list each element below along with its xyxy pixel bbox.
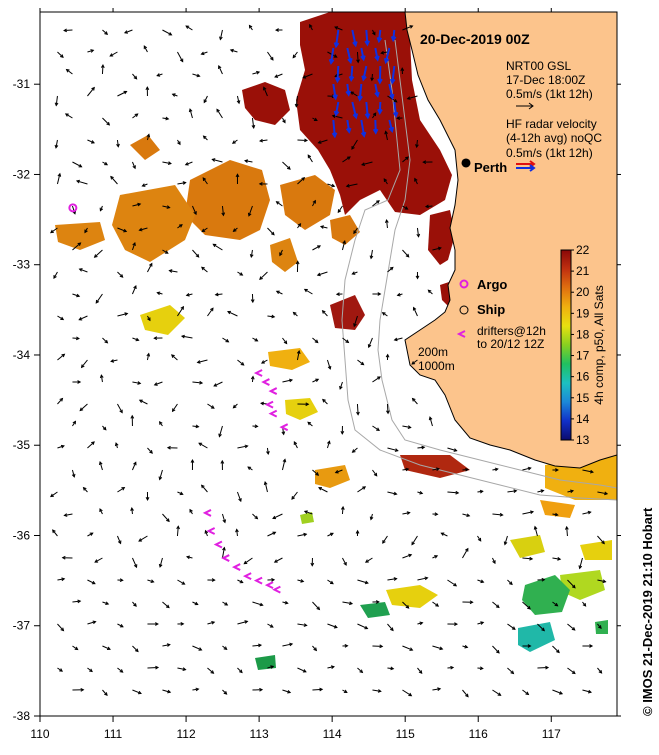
y-tick-label: -35 bbox=[13, 438, 31, 452]
x-tick-label: 114 bbox=[323, 727, 342, 741]
credit-text: © IMOS 21-Dec-2019 21:10 Hobart bbox=[640, 507, 655, 716]
y-tick-label: -37 bbox=[13, 619, 31, 633]
y-tick-label: -34 bbox=[13, 348, 31, 362]
legend-current-scale: 0.5m/s (1kt 12h) bbox=[506, 87, 593, 101]
x-tick-label: 111 bbox=[104, 727, 123, 741]
colorbar-tick-label: 16 bbox=[576, 370, 590, 384]
legend-isobath-1000m: 1000m bbox=[418, 359, 455, 373]
perth-dot bbox=[462, 158, 471, 167]
y-tick-label: -36 bbox=[13, 528, 31, 542]
colorbar-tick-label: 20 bbox=[576, 285, 590, 299]
colorbar-scale bbox=[561, 250, 571, 440]
colorbar-label: 4h comp, p50, All Sats bbox=[592, 285, 606, 404]
colorbar-tick-label: 14 bbox=[576, 412, 590, 426]
map-title: 20-Dec-2019 00Z bbox=[420, 31, 530, 47]
y-tick-label: -32 bbox=[13, 167, 31, 181]
y-tick-label: -38 bbox=[13, 709, 31, 723]
legend-ship-label: Ship bbox=[477, 302, 505, 317]
legend-current-model: NRT00 GSL bbox=[506, 59, 571, 73]
x-tick-label: 117 bbox=[542, 727, 561, 741]
legend-isobath-200m: 200m bbox=[418, 345, 448, 359]
colorbar-tick-label: 13 bbox=[576, 433, 590, 447]
y-tick-label: -31 bbox=[13, 77, 31, 91]
colorbar-tick-label: 21 bbox=[576, 264, 590, 278]
colorbar-tick-label: 19 bbox=[576, 306, 590, 320]
legend-hf-line2: (4-12h avg) noQC bbox=[506, 131, 602, 145]
sst-patch-green-d bbox=[595, 620, 608, 634]
x-tick-label: 115 bbox=[396, 727, 415, 741]
x-tick-label: 112 bbox=[177, 727, 196, 741]
colorbar-tick-label: 15 bbox=[576, 391, 590, 405]
legend-drifters-line2: to 20/12 12Z bbox=[477, 337, 544, 351]
colorbar-tick-label: 22 bbox=[576, 243, 590, 257]
colorbar-tick-label: 18 bbox=[576, 327, 590, 341]
legend-argo-label: Argo bbox=[477, 277, 507, 292]
legend-hf-scale: 0.5m/s (1kt 12h) bbox=[506, 146, 593, 160]
y-tick-label: -33 bbox=[13, 258, 31, 272]
perth-label: Perth bbox=[474, 160, 507, 175]
legend-hf-line1: HF radar velocity bbox=[506, 117, 597, 131]
legend-drifters-line1: drifters@12h bbox=[477, 324, 546, 338]
x-tick-label: 116 bbox=[469, 727, 488, 741]
x-tick-label: 110 bbox=[30, 727, 49, 741]
legend-current-time: 17-Dec 18:00Z bbox=[506, 73, 585, 87]
colorbar-tick-label: 17 bbox=[576, 349, 590, 363]
x-tick-label: 113 bbox=[250, 727, 269, 741]
